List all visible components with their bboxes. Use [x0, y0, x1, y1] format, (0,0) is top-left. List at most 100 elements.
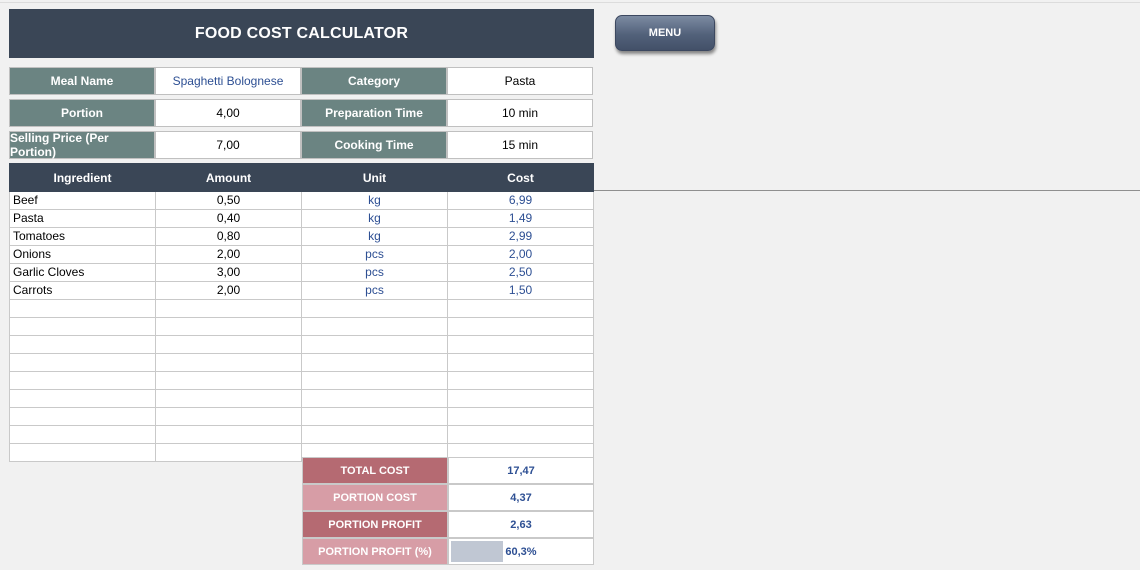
unit-column-header: Unit — [301, 163, 448, 192]
unit-cell[interactable]: kg — [301, 209, 448, 228]
cost-cell[interactable] — [447, 371, 594, 390]
table-row: Tomatoes 0,80 kg 2,99 — [9, 227, 594, 246]
cost-cell[interactable]: 2,50 — [447, 263, 594, 282]
category-field[interactable]: Pasta — [447, 67, 593, 95]
cost-cell[interactable]: 2,00 — [447, 245, 594, 264]
amount-cell[interactable] — [155, 389, 302, 408]
total-cost-row: TOTAL COST 17,47 — [302, 457, 594, 484]
portion-cost-row: PORTION COST 4,37 — [302, 484, 594, 511]
cooking-time-field[interactable]: 15 min — [447, 131, 593, 159]
ingredient-cell[interactable] — [9, 407, 156, 426]
amount-cell[interactable]: 0,40 — [155, 209, 302, 228]
unit-cell[interactable] — [301, 353, 448, 372]
unit-cell[interactable] — [301, 425, 448, 444]
table-row: Onions 2,00 pcs 2,00 — [9, 245, 594, 264]
portion-field[interactable]: 4,00 — [155, 99, 301, 127]
unit-cell[interactable] — [301, 299, 448, 318]
table-row — [9, 371, 594, 390]
portion-profit-label: PORTION PROFIT — [302, 511, 448, 538]
amount-cell[interactable] — [155, 443, 302, 462]
portion-profit-pct-label: PORTION PROFIT (%) — [302, 538, 448, 565]
page-title: FOOD COST CALCULATOR — [9, 9, 594, 58]
ingredient-cell[interactable] — [9, 443, 156, 462]
portion-cost-value: 4,37 — [448, 484, 594, 511]
ingredient-cell[interactable] — [9, 389, 156, 408]
portion-profit-row: PORTION PROFIT 2,63 — [302, 511, 594, 538]
ingredient-cell[interactable] — [9, 317, 156, 336]
portion-profit-pct-value: 60,3% — [448, 538, 594, 565]
table-row: Pasta 0,40 kg 1,49 — [9, 209, 594, 228]
table-row — [9, 389, 594, 408]
ingredient-cell[interactable] — [9, 425, 156, 444]
ingredient-cell[interactable]: Tomatoes — [9, 227, 156, 246]
cost-cell[interactable] — [447, 389, 594, 408]
cost-cell[interactable] — [447, 299, 594, 318]
table-row — [9, 335, 594, 354]
amount-cell[interactable] — [155, 407, 302, 426]
cost-cell[interactable] — [447, 317, 594, 336]
amount-cell[interactable]: 0,80 — [155, 227, 302, 246]
total-cost-value: 17,47 — [448, 457, 594, 484]
table-row: Beef 0,50 kg 6,99 — [9, 191, 594, 210]
cost-cell[interactable] — [447, 425, 594, 444]
total-cost-label: TOTAL COST — [302, 457, 448, 484]
unit-cell[interactable] — [301, 317, 448, 336]
cost-cell[interactable]: 2,99 — [447, 227, 594, 246]
amount-cell[interactable]: 2,00 — [155, 281, 302, 300]
table-row — [9, 425, 594, 444]
ingredient-cell[interactable] — [9, 371, 156, 390]
amount-cell[interactable] — [155, 317, 302, 336]
table-row: Garlic Cloves 3,00 pcs 2,50 — [9, 263, 594, 282]
portion-profit-pct-text: 60,3% — [505, 545, 537, 558]
amount-cell[interactable] — [155, 425, 302, 444]
unit-cell[interactable] — [301, 389, 448, 408]
cost-cell[interactable]: 1,49 — [447, 209, 594, 228]
cost-cell[interactable]: 6,99 — [447, 191, 594, 210]
meal-name-label: Meal Name — [9, 67, 155, 95]
meal-name-field[interactable]: Spaghetti Bolognese — [155, 67, 301, 95]
table-row: Carrots 2,00 pcs 1,50 — [9, 281, 594, 300]
top-divider — [0, 2, 1140, 3]
unit-cell[interactable]: pcs — [301, 263, 448, 282]
preparation-time-field[interactable]: 10 min — [447, 99, 593, 127]
ingredient-cell[interactable]: Onions — [9, 245, 156, 264]
ingredient-cell[interactable]: Carrots — [9, 281, 156, 300]
ingredient-cell[interactable]: Garlic Cloves — [9, 263, 156, 282]
info-row-price: Selling Price (Per Portion) 7,00 Cooking… — [9, 131, 594, 159]
info-row-portion: Portion 4,00 Preparation Time 10 min — [9, 99, 594, 127]
cooking-time-label: Cooking Time — [301, 131, 447, 159]
unit-cell[interactable] — [301, 335, 448, 354]
profit-pct-data-bar — [451, 541, 504, 562]
amount-cell[interactable]: 2,00 — [155, 245, 302, 264]
amount-cell[interactable] — [155, 299, 302, 318]
table-row — [9, 317, 594, 336]
amount-cell[interactable] — [155, 371, 302, 390]
ingredients-table: Ingredient Amount Unit Cost Beef 0,50 kg 6,… — [9, 163, 594, 462]
ingredient-cell[interactable] — [9, 299, 156, 318]
amount-cell[interactable] — [155, 335, 302, 354]
cost-cell[interactable] — [447, 407, 594, 426]
unit-cell[interactable]: pcs — [301, 281, 448, 300]
amount-cell[interactable]: 0,50 — [155, 191, 302, 210]
portion-profit-pct-row: PORTION PROFIT (%) 60,3% — [302, 538, 594, 565]
unit-cell[interactable]: kg — [301, 191, 448, 210]
portion-cost-label: PORTION COST — [302, 484, 448, 511]
cost-column-header: Cost — [447, 163, 594, 192]
menu-button[interactable]: MENU — [615, 15, 715, 51]
cost-cell[interactable] — [447, 353, 594, 372]
ingredient-cell[interactable]: Beef — [9, 191, 156, 210]
ingredient-cell[interactable]: Pasta — [9, 209, 156, 228]
cost-cell[interactable]: 1,50 — [447, 281, 594, 300]
amount-cell[interactable] — [155, 353, 302, 372]
table-row — [9, 299, 594, 318]
unit-cell[interactable] — [301, 407, 448, 426]
ingredient-cell[interactable] — [9, 353, 156, 372]
unit-cell[interactable]: pcs — [301, 245, 448, 264]
selling-price-field[interactable]: 7,00 — [155, 131, 301, 159]
table-header-row: Ingredient Amount Unit Cost — [9, 163, 594, 192]
cost-cell[interactable] — [447, 335, 594, 354]
amount-cell[interactable]: 3,00 — [155, 263, 302, 282]
unit-cell[interactable] — [301, 371, 448, 390]
ingredient-cell[interactable] — [9, 335, 156, 354]
unit-cell[interactable]: kg — [301, 227, 448, 246]
